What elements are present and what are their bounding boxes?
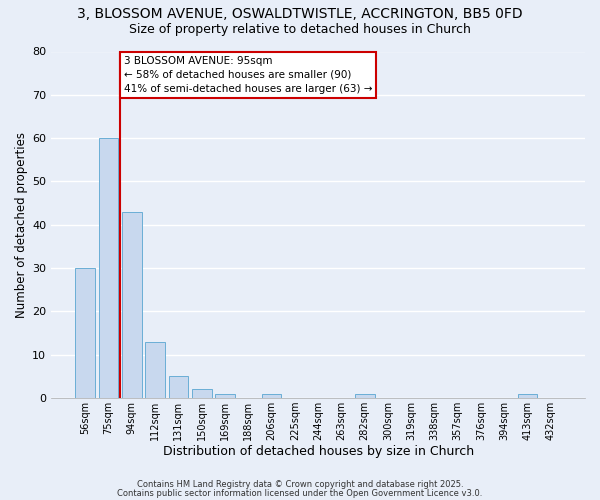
Bar xyxy=(215,394,235,398)
Text: 3, BLOSSOM AVENUE, OSWALDTWISTLE, ACCRINGTON, BB5 0FD: 3, BLOSSOM AVENUE, OSWALDTWISTLE, ACCRIN… xyxy=(77,8,523,22)
Bar xyxy=(122,212,142,398)
Bar xyxy=(98,138,118,398)
Bar xyxy=(145,342,165,398)
Text: Contains public sector information licensed under the Open Government Licence v3: Contains public sector information licen… xyxy=(118,489,482,498)
Bar xyxy=(169,376,188,398)
X-axis label: Distribution of detached houses by size in Church: Distribution of detached houses by size … xyxy=(163,444,473,458)
Text: Contains HM Land Registry data © Crown copyright and database right 2025.: Contains HM Land Registry data © Crown c… xyxy=(137,480,463,489)
Bar xyxy=(192,390,212,398)
Bar xyxy=(262,394,281,398)
Text: 3 BLOSSOM AVENUE: 95sqm
← 58% of detached houses are smaller (90)
41% of semi-de: 3 BLOSSOM AVENUE: 95sqm ← 58% of detache… xyxy=(124,56,372,94)
Bar xyxy=(518,394,538,398)
Bar xyxy=(76,268,95,398)
Text: Size of property relative to detached houses in Church: Size of property relative to detached ho… xyxy=(129,22,471,36)
Y-axis label: Number of detached properties: Number of detached properties xyxy=(15,132,28,318)
Bar xyxy=(355,394,374,398)
